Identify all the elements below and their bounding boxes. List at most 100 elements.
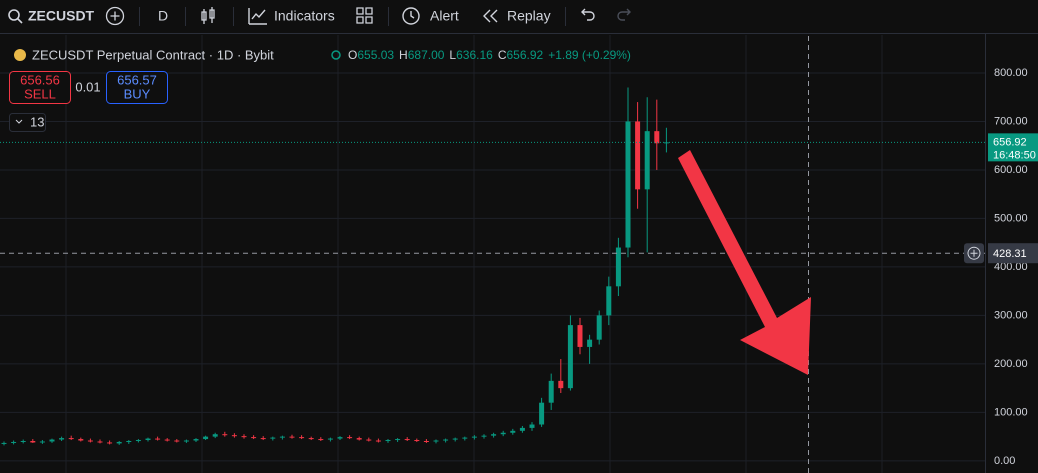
candle-body — [318, 439, 324, 441]
sell-price[interactable]: 656.56 — [20, 72, 60, 87]
candle-body — [231, 435, 237, 437]
undo[interactable] — [581, 8, 595, 21]
candle-body — [615, 247, 621, 287]
candle-body — [356, 438, 362, 440]
chart-type[interactable] — [201, 7, 215, 24]
candle-body — [39, 441, 45, 443]
candle-body — [404, 439, 410, 441]
candle-body — [97, 441, 103, 443]
y-tick-label: 400.00 — [994, 261, 1028, 273]
candle-body — [558, 380, 564, 389]
y-tick-label: 700.00 — [994, 115, 1028, 127]
add-symbol[interactable] — [110, 11, 120, 21]
y-tick-label: 600.00 — [994, 164, 1028, 176]
h-value: 687.00 — [408, 48, 445, 62]
search-icon[interactable] — [8, 9, 20, 21]
candle-body — [260, 438, 266, 440]
indicators-icon[interactable] — [248, 8, 267, 25]
candle-body — [299, 437, 305, 439]
candle-body — [635, 121, 641, 190]
symbol[interactable]: ZECUSDT — [28, 8, 95, 24]
c-label: C — [498, 48, 507, 62]
candle-body — [251, 437, 257, 439]
candle-body — [308, 438, 314, 440]
candle-body — [135, 440, 141, 442]
candle-body — [279, 436, 285, 438]
replay-icon[interactable] — [483, 9, 498, 23]
y-tick-label: 500.00 — [994, 212, 1028, 224]
chevron[interactable] — [15, 119, 23, 124]
candle-body — [414, 440, 420, 442]
alert-icon[interactable] — [402, 7, 420, 25]
candle-body — [606, 286, 612, 316]
candle-body — [491, 434, 497, 436]
candle-body — [644, 131, 650, 190]
candle-body — [270, 437, 276, 439]
add-symbol[interactable] — [105, 6, 125, 26]
y-tick-label: 200.00 — [994, 358, 1028, 370]
sell-label[interactable]: SELL — [24, 86, 56, 101]
candle-body — [87, 440, 93, 442]
candle-body — [59, 438, 65, 440]
candle-body — [289, 436, 295, 438]
candle-body — [337, 437, 343, 439]
countdown: 16:48:50 — [993, 149, 1036, 161]
last-price-label: 656.92 — [993, 136, 1027, 148]
candle-body — [49, 439, 55, 442]
candle-body — [596, 315, 602, 340]
candle-body — [126, 440, 132, 442]
candle-body — [577, 325, 583, 347]
plot — [0, 35, 985, 473]
buy-price[interactable]: 656.57 — [117, 72, 157, 87]
candle-body — [452, 438, 458, 440]
market-status — [331, 50, 341, 60]
replay-button[interactable]: Replay — [507, 8, 551, 24]
quantity[interactable]: 0.01 — [75, 79, 100, 94]
candle-body — [11, 441, 17, 443]
ohlc-legend: O655.03 H687.00 L636.16 C656.92 +1.89 (+0.29… — [348, 48, 631, 62]
indicators-collapse[interactable] — [9, 113, 46, 132]
l-value: 636.16 — [456, 48, 493, 62]
candle-body — [183, 440, 189, 442]
alert-button[interactable]: Alert — [430, 8, 459, 24]
y-tick-label: 0.00 — [994, 455, 1015, 467]
o-value: 655.03 — [357, 48, 394, 62]
y-tick-label: 300.00 — [994, 309, 1028, 321]
candle-body — [519, 427, 525, 431]
candle-body — [587, 339, 593, 347]
y-tick-label: 100.00 — [994, 406, 1028, 418]
toolbar — [0, 0, 1038, 33]
candle-body — [1, 442, 7, 444]
candle-body — [423, 440, 429, 442]
o-label: O — [348, 48, 357, 62]
h-label: H — [399, 48, 408, 62]
indicator-count[interactable]: 13 — [30, 114, 44, 129]
candle-body — [529, 424, 535, 428]
candle-body — [30, 440, 36, 443]
candle-body — [366, 439, 372, 441]
buy-button[interactable] — [106, 71, 168, 104]
candle-body — [481, 435, 487, 437]
candle-body — [625, 121, 631, 248]
interval[interactable]: D — [158, 8, 168, 24]
change: +1.89 (+0.29%) — [548, 48, 631, 62]
sell-button[interactable] — [9, 71, 71, 104]
crosshair-add-icon — [970, 249, 978, 257]
candle-body — [78, 439, 84, 441]
buy-label[interactable]: BUY — [124, 86, 151, 101]
search-icon[interactable] — [17, 18, 23, 24]
templates-icon[interactable] — [356, 7, 373, 24]
indicators-button[interactable]: Indicators — [274, 8, 335, 24]
candle-body — [433, 440, 439, 442]
redo[interactable] — [617, 8, 631, 21]
alert-icon[interactable] — [410, 11, 415, 19]
price-scale: 0.00 100.00 200.00 300.00 400.00 500.00 600.00… — [964, 34, 1038, 473]
legend-title[interactable]: ZECUSDT Perpetual Contract · 1D · Bybit — [32, 47, 274, 62]
candle-body — [327, 438, 333, 440]
crosshair-add-icon — [967, 246, 981, 260]
candle-body — [164, 439, 170, 441]
annotation-arrow — [678, 150, 811, 375]
